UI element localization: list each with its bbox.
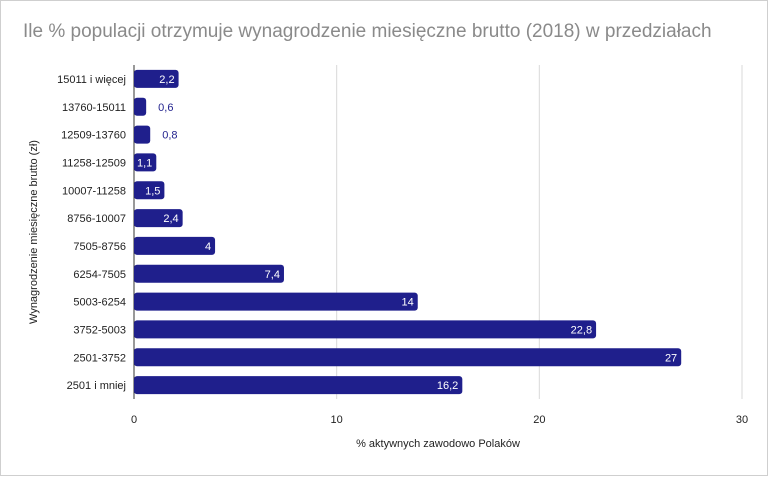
data-label: 27 bbox=[665, 352, 677, 364]
category-label: 13760-15011 bbox=[62, 102, 126, 114]
bar bbox=[134, 209, 183, 228]
bar bbox=[134, 320, 597, 339]
bar bbox=[134, 69, 179, 88]
category-label: 12509-13760 bbox=[61, 130, 126, 142]
data-label: 0,8 bbox=[162, 130, 177, 142]
data-label: 1,5 bbox=[145, 185, 160, 197]
bar bbox=[134, 153, 157, 172]
category-label: 6254-7505 bbox=[73, 269, 126, 281]
data-label: 1,1 bbox=[137, 157, 152, 169]
bar bbox=[134, 97, 147, 116]
category-label: 7505-8756 bbox=[73, 241, 126, 253]
bar bbox=[134, 264, 284, 283]
data-label: 22,8 bbox=[571, 324, 592, 336]
category-label: 11258-12509 bbox=[62, 157, 126, 169]
data-label: 2,2 bbox=[159, 74, 174, 86]
bar bbox=[134, 181, 165, 200]
category-label: 5003-6254 bbox=[73, 297, 126, 309]
data-label: 0,6 bbox=[158, 102, 173, 114]
category-label: 2501-3752 bbox=[73, 352, 126, 364]
bar bbox=[134, 292, 418, 311]
bar bbox=[134, 376, 463, 395]
data-label: 16,2 bbox=[437, 380, 458, 392]
data-label: 4 bbox=[205, 241, 211, 253]
x-tick-label: 0 bbox=[131, 414, 137, 426]
category-label: 15011 i więcej bbox=[57, 74, 126, 86]
x-axis-title: % aktywnych zawodowo Polaków bbox=[356, 438, 520, 450]
category-label: 10007-11258 bbox=[62, 185, 126, 197]
y-axis-title: Wynagrodzenie miesięczne brutto (zł) bbox=[28, 140, 40, 324]
data-label: 7,4 bbox=[265, 269, 280, 281]
x-tick-label: 10 bbox=[331, 414, 343, 426]
x-tick-label: 30 bbox=[736, 414, 748, 426]
chart-title: Ile % populacji otrzymuje wynagrodzenie … bbox=[23, 21, 712, 42]
x-tick-label: 20 bbox=[533, 414, 545, 426]
bar bbox=[134, 236, 216, 255]
category-label: 8756-10007 bbox=[67, 213, 126, 225]
category-label: 2501 i mniej bbox=[67, 380, 126, 392]
data-label: 14 bbox=[401, 297, 413, 309]
bar bbox=[134, 348, 682, 367]
data-label: 2,4 bbox=[163, 213, 178, 225]
bar bbox=[134, 125, 151, 144]
category-label: 3752-5003 bbox=[73, 324, 126, 336]
